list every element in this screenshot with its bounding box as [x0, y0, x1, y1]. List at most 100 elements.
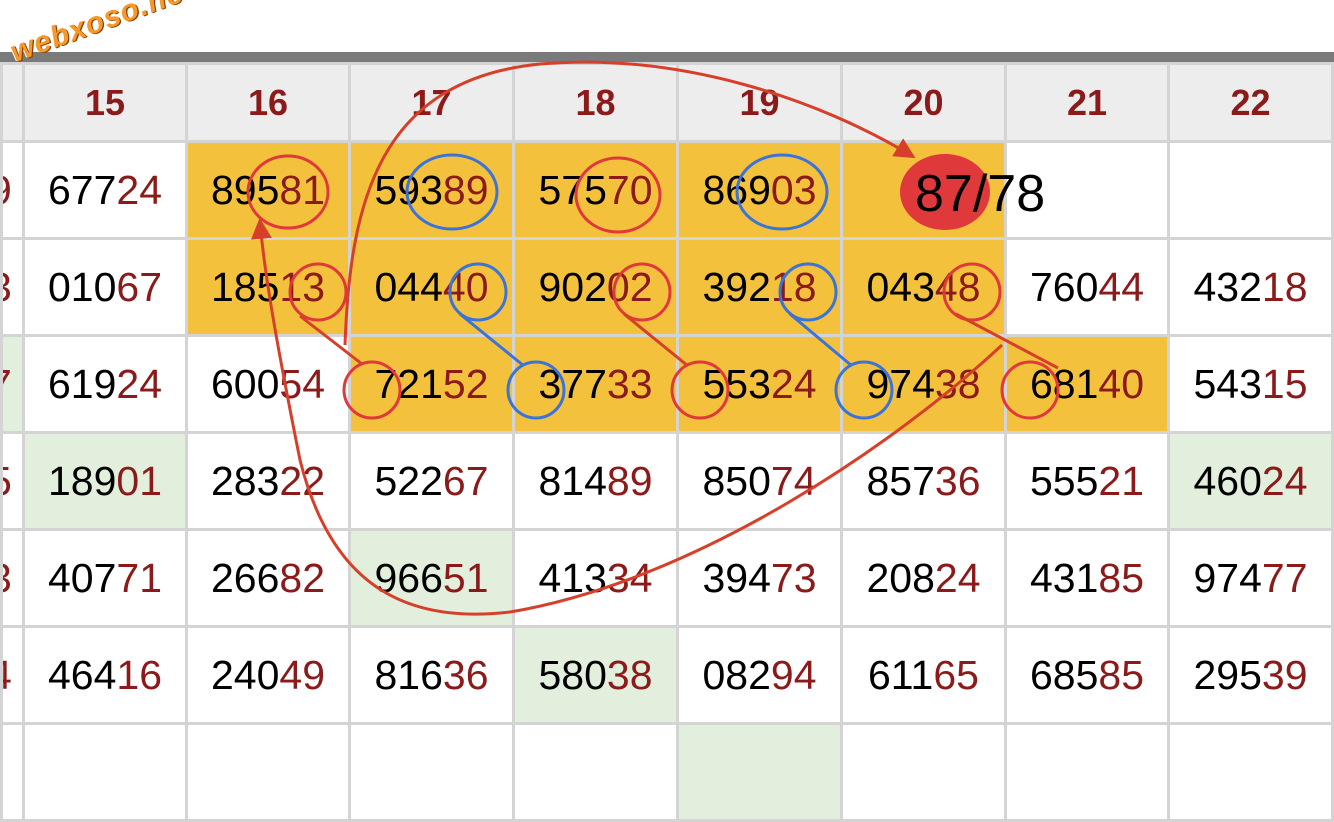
result-cell: 46416 — [22, 625, 188, 725]
table-row: 4464162404981636580380829461165685852953… — [0, 625, 1334, 725]
number-last-two: 74 — [770, 457, 817, 504]
number-prefix: 600 — [210, 360, 280, 407]
number-last-two: 44 — [1098, 263, 1145, 310]
number-prefix: 816 — [374, 651, 443, 698]
number-last-two: 22 — [279, 457, 326, 504]
number-prefix: 044 — [374, 263, 443, 310]
number-prefix: 555 — [1029, 457, 1099, 504]
number-last-two: 34 — [606, 554, 653, 601]
table-row — [0, 722, 1334, 822]
number-prefix: 685 — [1029, 651, 1099, 698]
column-header-17: 17 — [348, 62, 515, 143]
edge-cell: 4 — [0, 625, 25, 725]
prediction-text: 87/78 — [915, 165, 1046, 223]
number-prefix: 974 — [866, 360, 935, 407]
number-last-two: 33 — [606, 360, 653, 407]
number-prefix: 814 — [538, 457, 607, 504]
number-last-two: 51 — [442, 554, 489, 601]
number-prefix: 857 — [866, 457, 935, 504]
result-cell: 18513 — [185, 237, 351, 337]
result-cell: 43185 — [1004, 528, 1170, 628]
number-prefix: 432 — [1193, 263, 1262, 310]
edge-cell: 3 — [0, 237, 25, 337]
result-cell: 67724 — [22, 140, 188, 240]
result-cell: 81636 — [348, 625, 515, 725]
number-prefix: 189 — [47, 457, 117, 504]
table-row: 96772489581593895757086903 — [0, 140, 1334, 240]
number-last-two: 39 — [1261, 651, 1308, 698]
column-header-20: 20 — [840, 62, 1007, 143]
number-last-two: 40 — [1098, 360, 1145, 407]
result-cell: 55324 — [676, 334, 843, 434]
result-cell: 89581 — [185, 140, 351, 240]
header-edge — [0, 62, 25, 143]
number-prefix: 895 — [210, 166, 280, 213]
number-prefix: 185 — [210, 263, 280, 310]
result-cell: 81489 — [512, 431, 679, 531]
result-cell: 85736 — [840, 431, 1007, 531]
edge-cell: 5 — [0, 431, 25, 531]
result-cell: 60054 — [185, 334, 351, 434]
result-cell: 97477 — [1167, 528, 1334, 628]
number-last-two: 52 — [442, 360, 489, 407]
number-last-two: 38 — [934, 360, 981, 407]
result-cell: 68140 — [1004, 334, 1170, 434]
result-cell — [1004, 722, 1170, 822]
number-last-two: 65 — [933, 651, 979, 698]
number-prefix: 593 — [374, 166, 443, 213]
top-divider-bar — [0, 52, 1334, 62]
result-cell: 04440 — [348, 237, 515, 337]
result-cell: 29539 — [1167, 625, 1334, 725]
column-header-21: 21 — [1004, 62, 1170, 143]
number-last-two: 71 — [116, 554, 163, 601]
number-prefix: 295 — [1193, 651, 1262, 698]
result-cell — [1167, 722, 1334, 822]
column-header-18: 18 — [512, 62, 679, 143]
result-cell: 68585 — [1004, 625, 1170, 725]
number-prefix: 283 — [210, 457, 280, 504]
number-prefix: 869 — [702, 166, 771, 213]
column-header-22: 22 — [1167, 62, 1334, 143]
result-cell: 96651 — [348, 528, 515, 628]
result-cell: 39218 — [676, 237, 843, 337]
number-last-two: 03 — [770, 166, 817, 213]
result-cell: 40771 — [22, 528, 188, 628]
number-last-two: 36 — [934, 457, 981, 504]
number-prefix: 902 — [538, 263, 607, 310]
edge-cell: 7 — [0, 334, 25, 434]
number-prefix: 240 — [210, 651, 280, 698]
number-prefix: 522 — [374, 457, 443, 504]
number-prefix: 543 — [1193, 360, 1262, 407]
result-cell: 76044 — [1004, 237, 1170, 337]
number-last-two: 02 — [606, 263, 653, 310]
number-prefix: 392 — [702, 263, 771, 310]
result-cell: 58038 — [512, 625, 679, 725]
number-last-two: 18 — [770, 263, 817, 310]
result-cell: 28322 — [185, 431, 351, 531]
number-last-two: 24 — [116, 166, 163, 213]
number-prefix: 413 — [538, 554, 607, 601]
number-prefix: 721 — [374, 360, 443, 407]
result-cell — [1167, 140, 1334, 240]
result-cell: 59389 — [348, 140, 515, 240]
number-prefix: 208 — [866, 554, 935, 601]
number-last-two: 24 — [770, 360, 817, 407]
number-prefix: 760 — [1029, 263, 1099, 310]
result-cell: 39473 — [676, 528, 843, 628]
column-header-19: 19 — [676, 62, 843, 143]
number-last-two: 77 — [1261, 554, 1308, 601]
number-prefix: 266 — [210, 554, 280, 601]
number-last-two: 24 — [934, 554, 981, 601]
number-last-two: 16 — [116, 651, 163, 698]
table-row: 5189012832252267814898507485736555214602… — [0, 431, 1334, 531]
number-last-two: 38 — [606, 651, 653, 698]
number-last-two: 70 — [606, 166, 653, 213]
edge-cell: 9 — [0, 140, 25, 240]
number-last-two: 73 — [770, 554, 817, 601]
number-last-two: 13 — [279, 263, 326, 310]
result-cell: 24049 — [185, 625, 351, 725]
result-cell: 01067 — [22, 237, 188, 337]
result-cell — [22, 722, 188, 822]
result-cell: 97438 — [840, 334, 1007, 434]
